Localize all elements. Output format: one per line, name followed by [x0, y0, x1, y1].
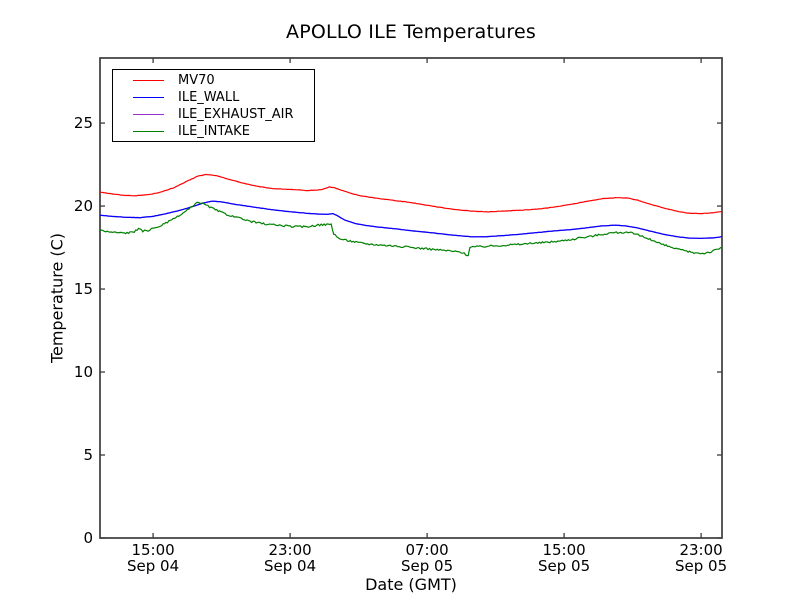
x-axis-label: Date (GMT) — [365, 575, 457, 594]
legend-label: ILE_EXHAUST_AIR — [178, 107, 294, 122]
legend: MV70 ILE_WALL ILE_EXHAUST_AIR ILE_INTAKE — [112, 69, 315, 142]
y-tick-label: 25 — [73, 114, 93, 133]
x-tick-line: 15:00 — [542, 541, 586, 559]
x-tick-line: 15:00 — [131, 541, 175, 559]
y-tick-label: 10 — [73, 363, 93, 382]
series-line-ile_intake — [100, 201, 722, 257]
y-tick-label: 5 — [83, 446, 93, 464]
x-tick-line: Sep 04 — [264, 556, 317, 575]
x-tick-line: Sep 05 — [401, 556, 454, 575]
legend-line-swatch — [133, 131, 164, 132]
x-tick-line: 23:00 — [268, 541, 312, 559]
x-tick-line: Sep 05 — [675, 556, 728, 575]
legend-label: MV70 — [178, 73, 215, 88]
legend-label: ILE_INTAKE — [178, 124, 250, 139]
x-tick-label: 07:00 Sep 05 — [382, 541, 472, 575]
legend-label: ILE_WALL — [178, 90, 240, 105]
legend-item-ile_wall: ILE_WALL — [113, 89, 314, 106]
x-tick-label: 15:00 Sep 04 — [108, 541, 198, 575]
legend-item-ile_exhaust_air: ILE_EXHAUST_AIR — [113, 106, 314, 123]
legend-item-mv70: MV70 — [113, 72, 314, 89]
x-tick-line: Sep 04 — [127, 556, 180, 575]
x-tick-label: 15:00 Sep 05 — [519, 541, 609, 575]
x-tick-line: 23:00 — [679, 541, 723, 559]
series-line-mv70 — [100, 173, 722, 215]
y-tick-label: 0 — [83, 529, 93, 547]
legend-item-ile_intake: ILE_INTAKE — [113, 123, 314, 140]
x-tick-label: 23:00 Sep 05 — [656, 541, 746, 575]
y-axis-label: Temperature (C) — [47, 232, 67, 364]
chart-title: APOLLO ILE Temperatures — [286, 21, 536, 43]
legend-line-swatch — [133, 97, 164, 98]
legend-line-swatch — [133, 80, 164, 81]
x-tick-line: 07:00 — [405, 541, 449, 559]
x-tick-label: 23:00 Sep 04 — [245, 541, 335, 575]
y-tick-label: 15 — [73, 280, 93, 299]
y-tick-label: 20 — [73, 197, 93, 216]
legend-line-swatch — [133, 114, 164, 115]
x-tick-line: Sep 05 — [538, 556, 591, 575]
